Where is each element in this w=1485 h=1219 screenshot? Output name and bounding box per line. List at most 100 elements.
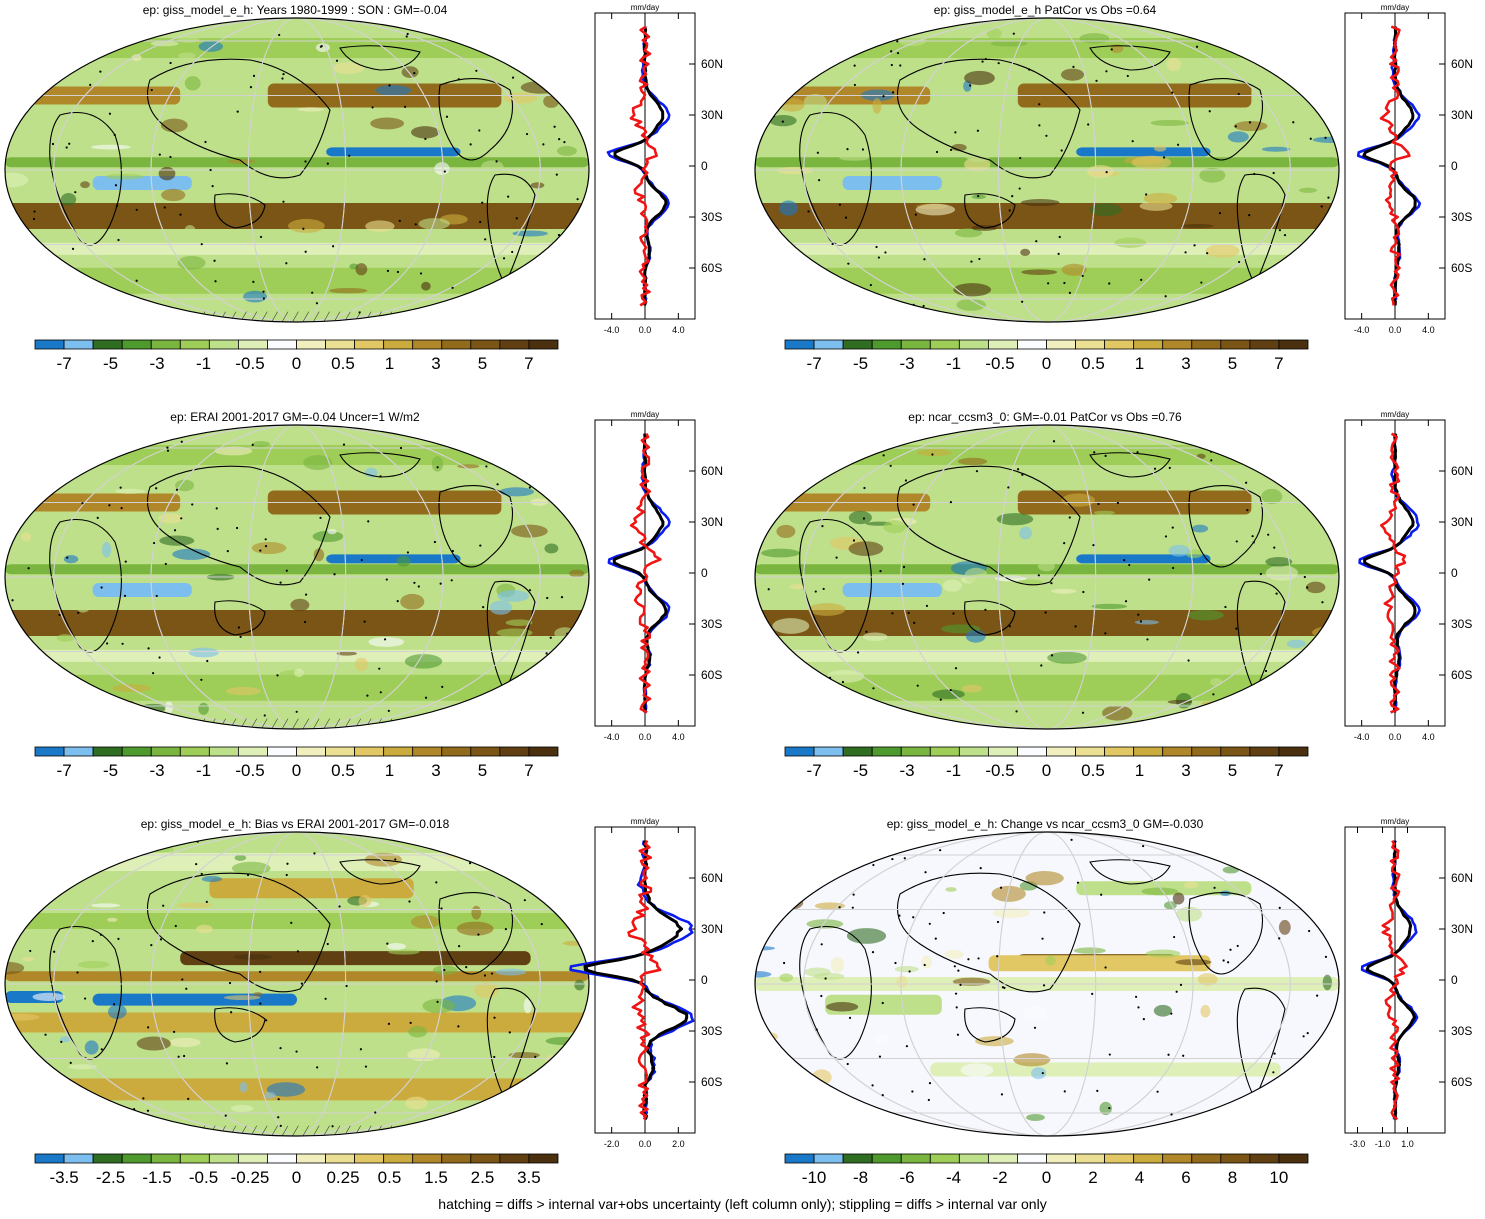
colorbar-swatch (528, 339, 559, 350)
colorbar (784, 339, 1309, 350)
colorbar-swatch (208, 746, 239, 757)
colorbar-swatch (179, 1153, 210, 1164)
colorbar-label: 5 (1227, 761, 1238, 780)
footer-note: hatching = diffs > internal var+obs unce… (438, 1196, 1047, 1212)
colorbar-swatch (1075, 339, 1106, 350)
colorbar-swatch (121, 1153, 152, 1164)
colorbar (34, 746, 559, 757)
panel-graphics: -4.0 0.0 4.0 mm/day 60N 30N 0 30S 60S (4, 3, 723, 350)
zonal-x-tick-label: 4.0 (1422, 325, 1435, 335)
panel-graphics: -3.0 -1.0 1.0 mm/day 60N 30N 0 30S 60S (754, 817, 1473, 1164)
colorbar-label: 0 (291, 354, 302, 373)
zonal-x-tick-label: 4.0 (672, 325, 685, 335)
colorbar-label: 7 (1274, 354, 1284, 373)
zonal-lat-label: 0 (1451, 566, 1458, 580)
colorbar-label: -7 (56, 761, 72, 780)
colorbar-label: -0.5 (985, 761, 1015, 780)
colorbar-label: -1 (945, 354, 962, 373)
colorbar-label: 0.5 (1081, 354, 1105, 373)
colorbar-label: 7 (1274, 761, 1284, 780)
colorbar-label: 0 (291, 761, 302, 780)
zonal-x-tick-label: 0.0 (1389, 325, 1402, 335)
colorbar-label: -3 (899, 354, 915, 373)
colorbar-label: -7 (806, 761, 822, 780)
colorbar-label: 0.5 (331, 761, 355, 780)
colorbar-swatch (1220, 1153, 1251, 1164)
zonal-lat-label: 60N (1451, 57, 1473, 71)
colorbar-label: -3 (149, 354, 165, 373)
colorbar-swatch (784, 339, 815, 350)
colorbar-swatch (237, 339, 268, 350)
colorbar-label: -3 (149, 761, 165, 780)
colorbar-swatch (813, 339, 844, 350)
colorbar-label: -7 (56, 354, 72, 373)
zonal-x-tick-label: 0.0 (639, 325, 652, 335)
zonal-diff-line (1379, 25, 1411, 306)
colorbar-label: -5 (102, 761, 119, 780)
colorbar (784, 1153, 1309, 1164)
zonal-x-tick-label: 1.0 (1401, 1139, 1414, 1149)
colorbar-swatch (1046, 746, 1076, 757)
colorbar-swatch (499, 1153, 530, 1164)
colorbar-label: -1 (195, 761, 212, 780)
colorbar-swatch (1162, 746, 1193, 757)
colorbar-label: 1 (384, 354, 395, 373)
colorbar-swatch (470, 746, 501, 757)
zonal-mean-panel: -4.0 0.0 4.0 mm/day 60N 30N 0 30S 60S (594, 3, 723, 335)
colorbar-label: -3.5 (49, 1168, 79, 1187)
colorbar-swatch (208, 339, 239, 350)
zonal-x-tick-label: -1.0 (1375, 1139, 1391, 1149)
zonal-lat-label: 0 (701, 159, 708, 173)
colorbar-swatch (267, 746, 297, 757)
map-outline (4, 17, 590, 323)
zonal-model-line (1362, 26, 1417, 306)
zonal-x-tick-label: -4.0 (1354, 325, 1370, 335)
colorbar-label: 3 (1181, 761, 1191, 780)
colorbar-swatch (325, 1153, 356, 1164)
colorbar-label: 0.5 (377, 1168, 402, 1187)
colorbar-swatch (470, 339, 501, 350)
colorbar-swatch (1075, 1153, 1106, 1164)
colorbar-swatch (1162, 1153, 1193, 1164)
zonal-lat-label: 30S (701, 210, 722, 224)
panel-p4: ep: ncar_ccsm3_0: GM=-0.01 PatCor vs Obs… (750, 407, 1485, 812)
colorbar-swatch (1104, 1153, 1135, 1164)
colorbar-swatch (441, 339, 472, 350)
colorbar-swatch (1075, 746, 1106, 757)
colorbar-swatch (842, 746, 873, 757)
colorbar-swatch (296, 1153, 326, 1164)
colorbar-swatch (296, 339, 326, 350)
zonal-x-tick-label: 4.0 (1422, 732, 1435, 742)
colorbar-swatch (1191, 339, 1222, 350)
colorbar-label: -1 (195, 354, 212, 373)
colorbar-label: -0.25 (230, 1168, 270, 1187)
colorbar-swatch (63, 339, 94, 350)
colorbar-swatch (1162, 339, 1193, 350)
panel-title: ep: ncar_ccsm3_0: GM=-0.01 PatCor vs Obs… (908, 410, 1182, 424)
colorbar-swatch (929, 339, 960, 350)
colorbar-label: -0.5 (235, 354, 265, 373)
colorbar-label: 10 (1269, 1168, 1289, 1187)
colorbar-label: 5 (477, 354, 488, 373)
colorbar-swatch (412, 339, 443, 350)
colorbar-swatch (1278, 746, 1309, 757)
colorbar-label: -10 (801, 1168, 827, 1187)
panel-p2: ep: giss_model_e_h PatCor vs Obs =0.64 -4… (750, 0, 1485, 405)
colorbar-swatch (296, 746, 326, 757)
colorbar-swatch (1046, 339, 1076, 350)
colorbar-swatch (1220, 746, 1251, 757)
colorbar-swatch (528, 746, 559, 757)
colorbar-label: 0 (1041, 354, 1052, 373)
colorbar-label: -1.5 (142, 1168, 172, 1187)
colorbar-swatch (441, 1153, 472, 1164)
colorbar-label: 1.5 (424, 1168, 448, 1187)
colorbar-swatch (1191, 746, 1222, 757)
colorbar-swatch (842, 1153, 873, 1164)
colorbar-label: -5 (102, 354, 119, 373)
map-outline (754, 424, 1340, 730)
colorbar-swatch (179, 339, 210, 350)
zonal-x-tick-label: -3.0 (1350, 1139, 1366, 1149)
colorbar-swatch (499, 746, 530, 757)
colorbar-swatch (1017, 339, 1047, 350)
zonal-units-label: mm/day (631, 817, 659, 826)
